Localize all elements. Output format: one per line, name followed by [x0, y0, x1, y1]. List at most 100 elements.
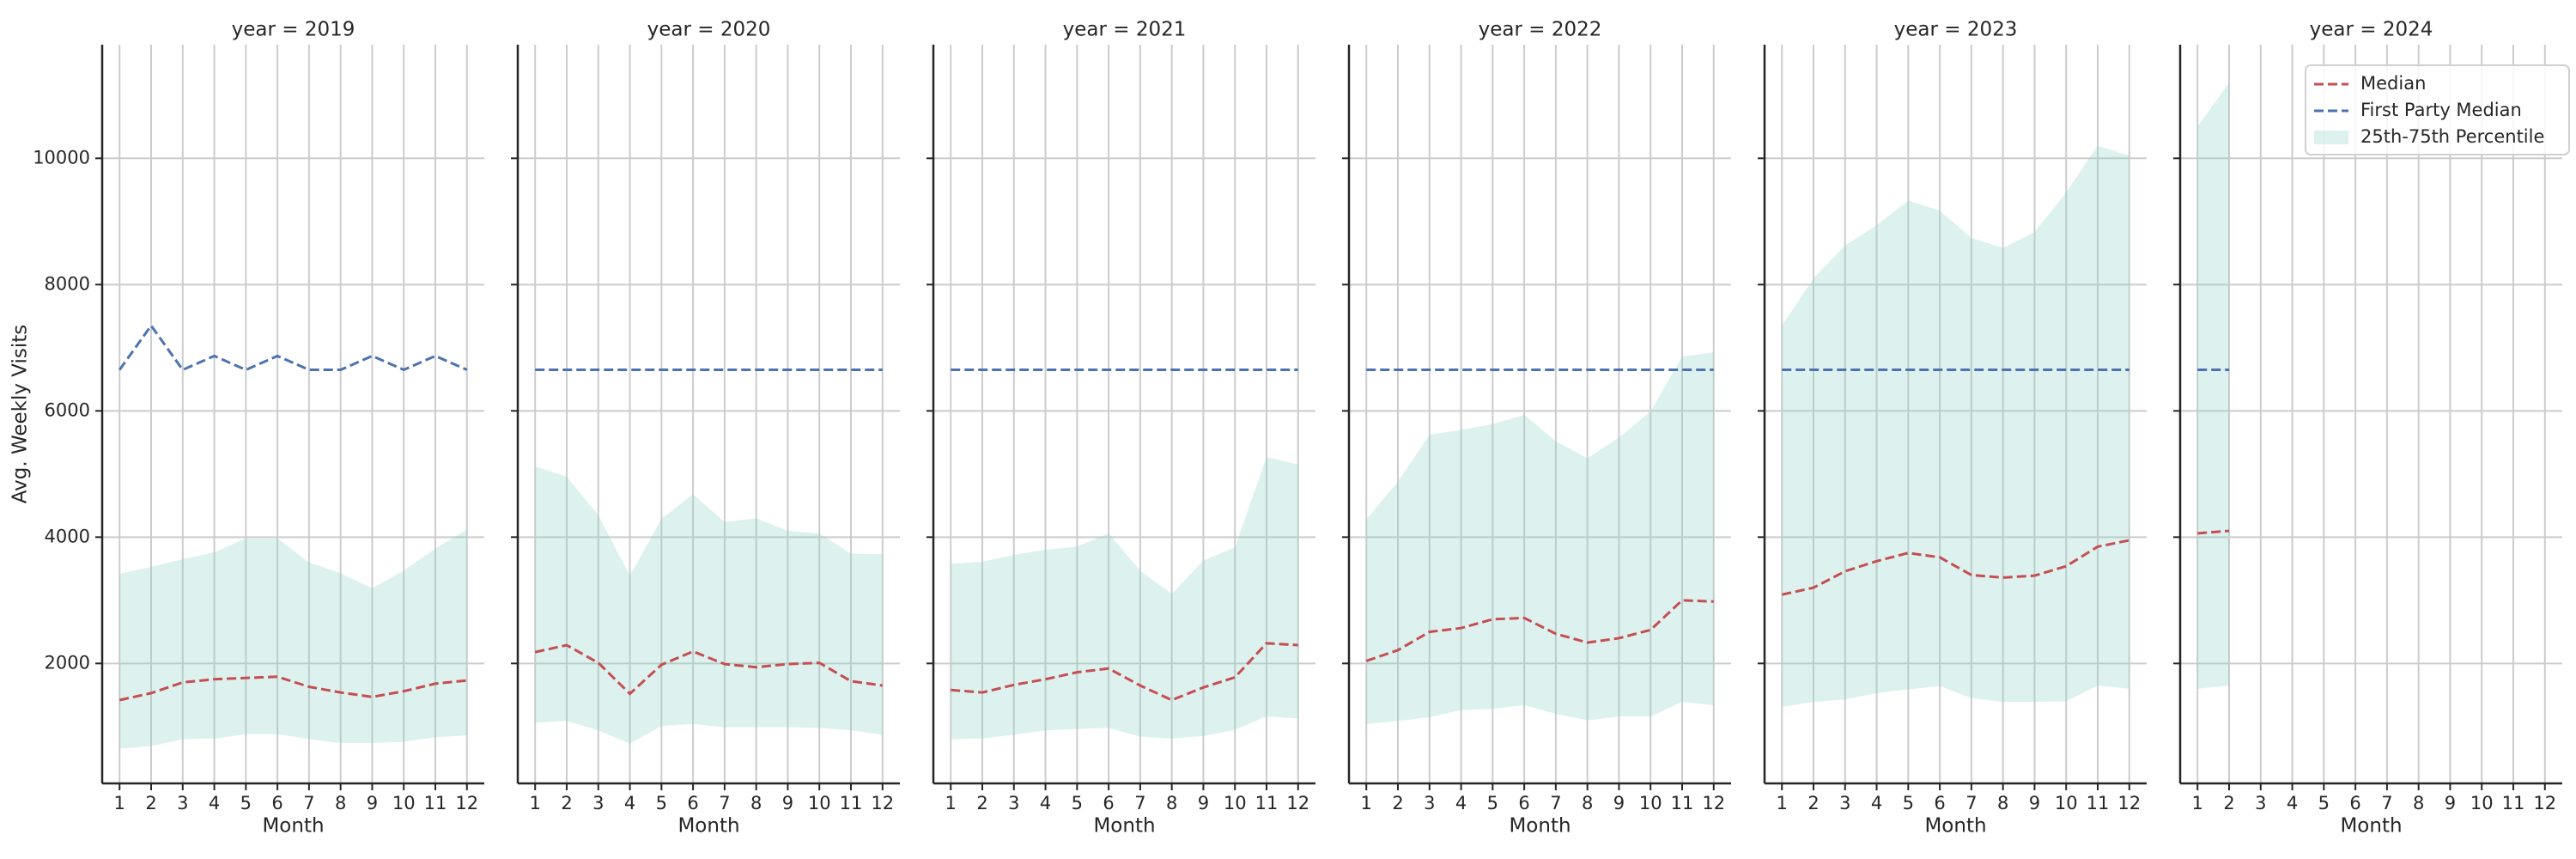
- x-tick-label: 2: [976, 793, 987, 813]
- panel-title: year = 2021: [1063, 19, 1187, 41]
- y-tick-label: 6000: [45, 399, 90, 420]
- legend-label: Median: [2360, 73, 2426, 94]
- series-line: [951, 642, 1298, 702]
- x-tick-label: 5: [2318, 793, 2330, 813]
- x-tick-label: 8: [750, 793, 762, 813]
- x-tick-label: 10: [1639, 793, 1662, 813]
- x-tick-label: 11: [2087, 793, 2110, 813]
- x-tick-label: 3: [1424, 793, 1435, 813]
- series-line: [1781, 539, 2130, 596]
- x-tick-label: 10: [2055, 793, 2078, 813]
- x-tick-label: 4: [1455, 793, 1467, 813]
- x-tick-label: 12: [1286, 793, 1309, 813]
- x-tick-label: 5: [1072, 793, 1083, 813]
- x-tick-label: 6: [687, 793, 698, 813]
- x-tick-label: 5: [1487, 793, 1498, 813]
- x-tick-label: 10: [808, 793, 831, 813]
- legend-swatch: [2314, 131, 2348, 144]
- percentile-band: [2197, 82, 2230, 689]
- x-tick-label: 1: [114, 793, 125, 813]
- x-tick-label: 1: [945, 793, 957, 813]
- x-axis-label: Month: [1093, 815, 1155, 838]
- x-tick-label: 7: [303, 793, 314, 813]
- legend-label: First Party Median: [2360, 100, 2522, 120]
- percentile-band: [1782, 145, 2129, 708]
- x-tick-label: 5: [240, 793, 252, 813]
- x-tick-label: 7: [719, 793, 730, 813]
- x-tick-label: 7: [1134, 793, 1145, 813]
- panel-title: year = 2022: [1479, 19, 1602, 41]
- x-axis-label: Month: [677, 815, 739, 838]
- legend-label: 25th-75th Percentile: [2360, 126, 2544, 147]
- x-tick-label: 2: [1807, 793, 1819, 813]
- x-tick-label: 2: [145, 793, 156, 813]
- x-tick-label: 4: [1871, 793, 1882, 813]
- series-line: [118, 323, 468, 372]
- series-line: [534, 643, 883, 696]
- panel-title: year = 2024: [2310, 19, 2433, 41]
- y-axis-label: Avg. Weekly Visits: [9, 325, 32, 504]
- x-tick-label: 4: [209, 793, 220, 813]
- x-tick-label: 1: [1361, 793, 1372, 813]
- x-tick-label: 11: [1671, 793, 1694, 813]
- x-tick-label: 8: [1582, 793, 1593, 813]
- x-axis-label: Month: [1924, 815, 1986, 838]
- x-axis-label: Month: [1509, 815, 1571, 838]
- x-tick-label: 4: [1040, 793, 1051, 813]
- x-tick-label: 1: [2192, 793, 2203, 813]
- x-tick-label: 3: [1839, 793, 1850, 813]
- x-tick-label: 8: [2413, 793, 2424, 813]
- x-tick-label: 12: [871, 793, 894, 813]
- x-tick-label: 11: [424, 793, 447, 813]
- x-tick-label: 4: [624, 793, 635, 813]
- x-tick-label: 3: [177, 793, 188, 813]
- x-tick-label: 11: [840, 793, 863, 813]
- x-tick-label: 3: [2255, 793, 2266, 813]
- x-tick-label: 11: [2502, 793, 2525, 813]
- x-axis-label: Month: [2340, 815, 2402, 838]
- x-tick-label: 1: [530, 793, 541, 813]
- series-line: [2197, 529, 2230, 535]
- panel-title: year = 2019: [232, 19, 355, 41]
- x-tick-label: 9: [2029, 793, 2040, 813]
- x-tick-label: 11: [1255, 793, 1279, 813]
- legend-box: [2305, 64, 2570, 155]
- x-tick-label: 7: [1965, 793, 1977, 813]
- x-tick-label: 2: [1392, 793, 1403, 813]
- x-tick-label: 9: [782, 793, 793, 813]
- x-tick-label: 2: [2223, 793, 2234, 813]
- x-axis-label: Month: [262, 815, 324, 838]
- y-tick-label: 10000: [33, 147, 90, 168]
- percentile-band: [951, 456, 1298, 740]
- panel-title: year = 2023: [1894, 19, 2018, 41]
- y-tick-label: 4000: [45, 526, 90, 546]
- percentile-band: [535, 466, 883, 744]
- x-tick-label: 5: [1903, 793, 1914, 813]
- x-tick-label: 6: [2349, 793, 2360, 813]
- x-tick-label: 6: [1103, 793, 1114, 813]
- x-tick-label: 5: [656, 793, 667, 813]
- y-tick-label: 8000: [45, 273, 90, 294]
- x-tick-label: 4: [2287, 793, 2298, 813]
- x-tick-label: 12: [1702, 793, 1725, 813]
- x-tick-label: 3: [592, 793, 604, 813]
- x-tick-label: 6: [1518, 793, 1529, 813]
- x-tick-label: 7: [2381, 793, 2392, 813]
- x-tick-label: 2: [561, 793, 572, 813]
- panel-title: year = 2020: [647, 19, 771, 41]
- series-line: [118, 675, 467, 702]
- x-tick-label: 8: [1997, 793, 2008, 813]
- x-tick-label: 1: [1777, 793, 1788, 813]
- x-tick-label: 9: [1613, 793, 1625, 813]
- x-tick-label: 8: [1166, 793, 1177, 813]
- x-tick-label: 10: [2470, 793, 2494, 813]
- y-tick-label: 2000: [45, 652, 90, 673]
- x-tick-label: 9: [2445, 793, 2456, 813]
- x-tick-label: 10: [1224, 793, 1247, 813]
- x-tick-label: 12: [2533, 793, 2556, 813]
- x-tick-label: 10: [392, 793, 416, 813]
- percentile-band: [1366, 351, 1714, 724]
- series-line: [1365, 599, 1714, 662]
- x-tick-label: 7: [1550, 793, 1561, 813]
